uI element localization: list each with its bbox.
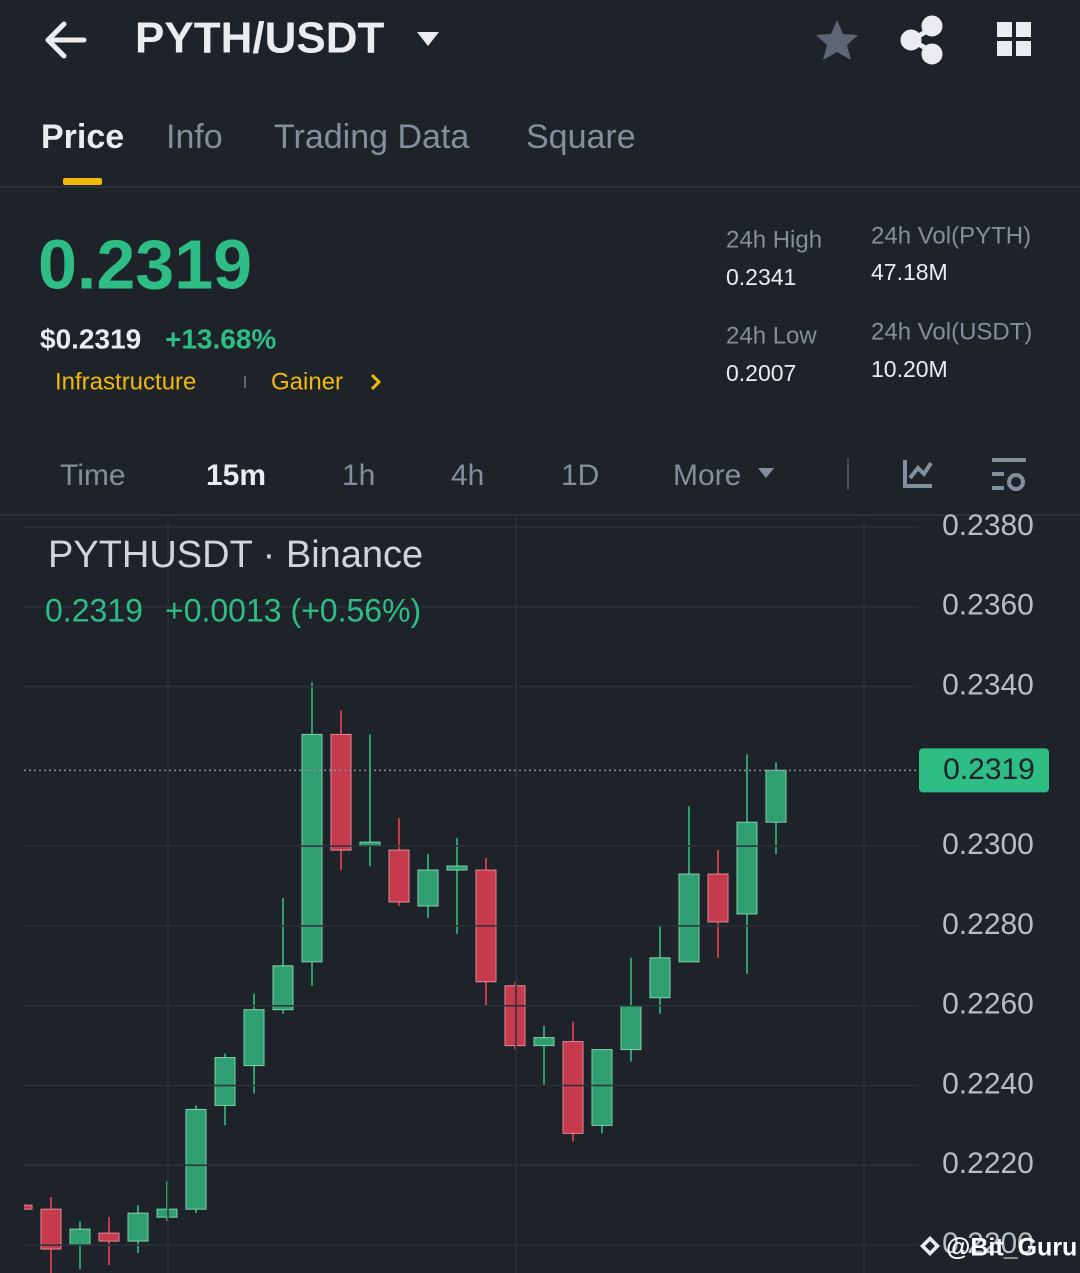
candle-body bbox=[388, 849, 410, 903]
share-icon[interactable] bbox=[900, 15, 943, 65]
back-button[interactable] bbox=[45, 21, 87, 59]
y-tick-label: 0.2220 bbox=[942, 1147, 1034, 1180]
legend-price: 0.2319 bbox=[45, 592, 143, 628]
tab[interactable]: Square bbox=[526, 118, 636, 156]
candle-body bbox=[649, 957, 671, 999]
stat-label: 24h High bbox=[726, 226, 822, 253]
candle-body bbox=[156, 1208, 178, 1218]
stat-label: 24h Vol(PYTH) bbox=[871, 222, 1031, 249]
last-price-label: 0.2319 bbox=[943, 753, 1035, 786]
more-caret[interactable] bbox=[758, 468, 774, 478]
y-tick-label: 0.2380 bbox=[942, 509, 1034, 542]
last-price-box bbox=[919, 748, 1049, 793]
candle-body bbox=[562, 1041, 584, 1134]
watermark: @Bit_Guru bbox=[946, 1234, 1077, 1262]
pair-dropdown[interactable] bbox=[417, 32, 439, 46]
candle-body bbox=[504, 985, 526, 1047]
plot-area bbox=[24, 682, 787, 1273]
candle-body bbox=[707, 873, 729, 923]
interval[interactable]: 4h bbox=[451, 459, 484, 492]
candle-body bbox=[243, 1009, 265, 1067]
tab[interactable]: Trading Data bbox=[274, 118, 469, 156]
interval[interactable]: 1D bbox=[561, 459, 599, 492]
stat-value: 47.18M bbox=[871, 259, 948, 285]
legend-change: +0.0013 (+0.56%) bbox=[165, 592, 421, 628]
tab[interactable]: Info bbox=[166, 118, 223, 156]
candle-body bbox=[127, 1212, 149, 1242]
stat-value: 0.2341 bbox=[726, 264, 796, 290]
candle-body bbox=[330, 733, 352, 851]
candle-body bbox=[620, 1005, 642, 1051]
last-price: 0.2319 bbox=[38, 225, 252, 303]
price-change: +13.68% bbox=[165, 323, 276, 354]
candle-body bbox=[533, 1037, 555, 1047]
y-tick-label: 0.2360 bbox=[942, 589, 1034, 622]
y-tick-label: 0.2300 bbox=[942, 828, 1034, 861]
tag[interactable]: Gainer bbox=[271, 368, 343, 395]
candle-body bbox=[301, 733, 323, 963]
candle-body bbox=[185, 1108, 207, 1210]
candle-body bbox=[765, 769, 787, 823]
y-tick-label: 0.2280 bbox=[942, 908, 1034, 941]
candle-body bbox=[69, 1228, 91, 1246]
interval[interactable]: More bbox=[673, 459, 741, 492]
usd-price: $0.2319 bbox=[40, 323, 141, 354]
candle-body bbox=[214, 1057, 236, 1106]
pair-title[interactable]: PYTH/USDT bbox=[135, 14, 384, 63]
tag-chevron[interactable] bbox=[370, 373, 382, 391]
stat-label: 24h Vol(USDT) bbox=[871, 318, 1032, 345]
stat-value: 0.2007 bbox=[726, 360, 796, 386]
candle-body bbox=[591, 1049, 613, 1126]
candle-body bbox=[736, 821, 758, 915]
candle-body bbox=[678, 873, 700, 963]
tab-indicator bbox=[63, 178, 102, 185]
stat-value: 10.20M bbox=[871, 356, 948, 382]
chart-title: PYTHUSDT · Binance bbox=[48, 534, 423, 576]
watermark-logo bbox=[920, 1236, 940, 1256]
layout-icon[interactable] bbox=[997, 22, 1031, 56]
candle-body bbox=[98, 1232, 120, 1242]
y-tick-label: 0.2340 bbox=[942, 668, 1034, 701]
candle-body bbox=[24, 1204, 33, 1210]
indicator-icon[interactable] bbox=[903, 460, 933, 488]
interval[interactable]: 1h bbox=[342, 459, 375, 492]
candle-body bbox=[446, 865, 468, 871]
stat-label: 24h Low bbox=[726, 322, 817, 349]
tag[interactable]: Infrastructure bbox=[55, 368, 196, 395]
candle-body bbox=[417, 869, 439, 907]
y-tick-label: 0.2200 bbox=[942, 1227, 1034, 1260]
y-tick-label: 0.2240 bbox=[942, 1067, 1034, 1100]
settings-icon[interactable] bbox=[992, 458, 1026, 491]
candle-body bbox=[40, 1208, 62, 1250]
interval[interactable]: Time bbox=[60, 459, 126, 492]
candle-body bbox=[272, 965, 294, 1011]
tab[interactable]: Price bbox=[41, 118, 124, 156]
interval[interactable]: 15m bbox=[206, 459, 266, 492]
favorite-icon[interactable] bbox=[816, 20, 858, 60]
y-tick-label: 0.2260 bbox=[942, 988, 1034, 1021]
